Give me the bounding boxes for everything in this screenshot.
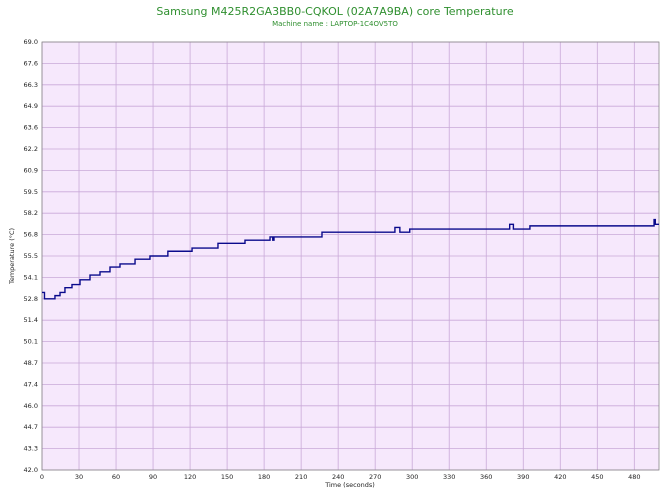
y-tick-label: 64.9 [24,102,38,110]
y-tick-label: 58.2 [24,209,38,217]
y-tick-label: 50.1 [24,338,38,346]
y-tick-label: 63.6 [24,124,38,132]
y-tick-label: 52.8 [24,295,38,303]
y-tick-label: 44.7 [24,423,38,431]
x-tick-label: 210 [295,473,307,481]
y-tick-label: 47.4 [24,380,38,388]
y-tick-label: 60.9 [24,166,38,174]
x-tick-label: 420 [554,473,566,481]
y-tick-label: 59.5 [24,188,38,196]
x-tick-label: 150 [221,473,233,481]
x-tick-label: 0 [40,473,44,481]
x-tick-label: 90 [149,473,157,481]
y-tick-label: 66.3 [24,81,38,89]
y-tick-label: 46.0 [24,402,38,410]
x-tick-label: 300 [406,473,418,481]
y-tick-label: 54.1 [24,273,38,281]
y-axis-title: Temperature (°C) [8,228,16,285]
x-tick-label: 270 [369,473,381,481]
x-tick-label: 240 [332,473,344,481]
x-tick-label: 450 [591,473,603,481]
x-tick-label: 180 [258,473,270,481]
y-tick-label: 51.4 [24,316,38,324]
y-tick-label: 42.0 [24,466,38,474]
y-tick-label: 48.7 [24,359,38,367]
x-tick-label: 480 [628,473,640,481]
x-axis-title: Time (seconds) [324,481,375,489]
x-tick-label: 60 [112,473,120,481]
x-tick-label: 390 [517,473,529,481]
x-tick-label: 120 [184,473,196,481]
y-tick-label: 56.8 [24,231,38,239]
x-tick-label: 330 [443,473,455,481]
y-tick-label: 62.2 [24,145,38,153]
x-tick-label: 30 [75,473,83,481]
x-tick-label: 360 [480,473,492,481]
chart-subtitle: Machine name : LAPTOP-1C4OV5TO [272,20,398,28]
plot-frame [41,41,660,471]
y-tick-label: 67.6 [24,59,38,67]
y-tick-label: 69.0 [24,38,38,46]
data-line [42,218,659,300]
chart-title: Samsung M425R2GA3BB0-CQKOL (02A7A9BA) co… [156,5,513,18]
y-tick-label: 43.3 [24,445,38,453]
y-tick-label: 55.5 [24,252,38,260]
